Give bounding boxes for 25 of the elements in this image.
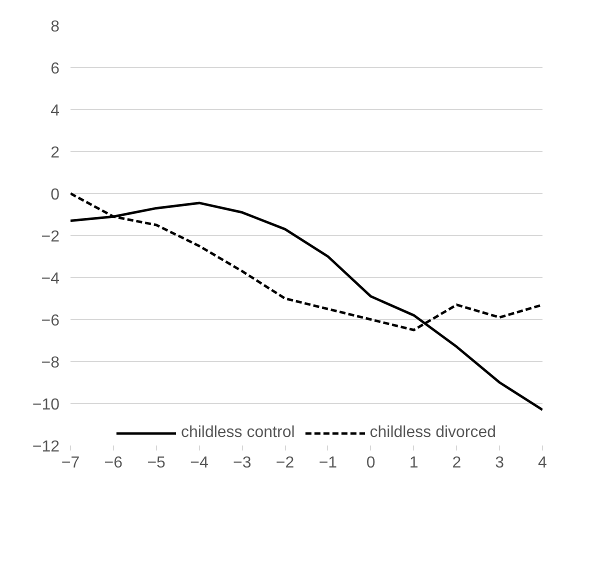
- x-tick-label: −1: [318, 454, 338, 472]
- x-tick-label: −4: [190, 454, 208, 472]
- y-tick-label: −6: [41, 312, 60, 330]
- y-tick-label: 6: [50, 60, 60, 78]
- y-tick-label: −12: [32, 438, 60, 456]
- y-tick-label: −4: [41, 270, 60, 288]
- y-tick-label: 8: [50, 18, 60, 36]
- y-tick-label: −2: [41, 228, 60, 246]
- legend-label: childless control: [180, 424, 295, 442]
- x-tick-label: −5: [147, 454, 166, 472]
- y-tick-label: 2: [50, 144, 60, 162]
- x-tick-label: −7: [61, 454, 80, 472]
- x-tick-label: −2: [276, 454, 294, 472]
- y-tick-label: −8: [41, 354, 60, 372]
- x-tick-label: −6: [104, 454, 123, 472]
- y-tick-label: 4: [50, 102, 60, 120]
- x-tick-label: 4: [538, 454, 548, 472]
- x-tick-label: 0: [366, 454, 376, 472]
- x-tick-label: 3: [495, 454, 504, 472]
- x-tick-label: −3: [233, 454, 252, 472]
- x-tick-label: 1: [409, 454, 418, 472]
- x-tick-label: 2: [452, 454, 462, 472]
- y-tick-label: −10: [32, 396, 60, 414]
- y-tick-label: 0: [50, 186, 60, 204]
- legend-label: childless divorced: [370, 424, 496, 442]
